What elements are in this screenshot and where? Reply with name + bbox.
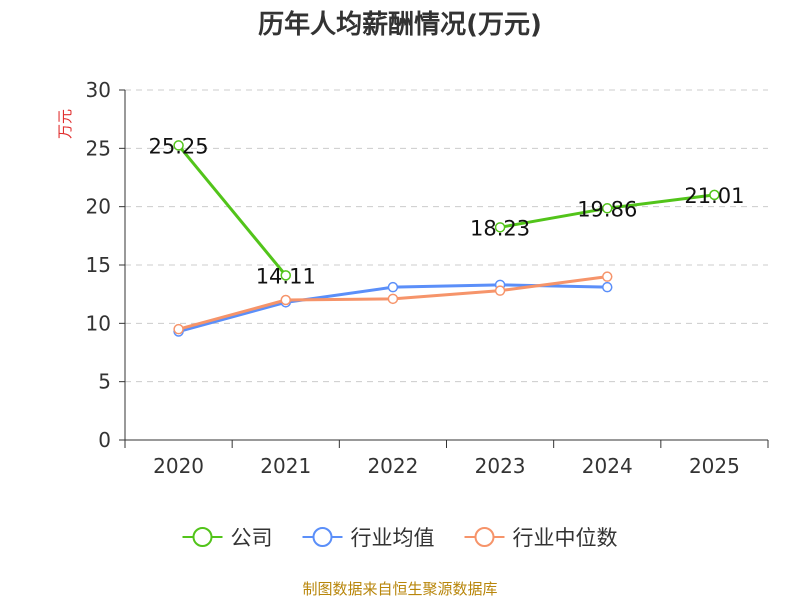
grid-lines: [125, 89, 768, 383]
data-point: [602, 281, 613, 293]
data-point: [280, 270, 291, 281]
data-point: [709, 189, 720, 201]
chart-title: 历年人均薪酬情况(万元): [258, 10, 542, 40]
data-labels: 25.25 14.11 18.23 19.86 21.01: [149, 134, 745, 288]
legend: 公司 行业均值 行业中位数: [182, 526, 618, 550]
data-point: [173, 140, 184, 151]
x-tick-label: 2025: [689, 454, 740, 478]
data-point: [602, 271, 613, 282]
series-line: [177, 144, 287, 277]
data-point: [387, 293, 399, 305]
data-point: [494, 285, 506, 296]
legend-marker[interactable]: [192, 527, 213, 547]
legend-label[interactable]: 行业均值: [351, 526, 435, 550]
y-tick-label: 0: [98, 428, 111, 452]
legend-marker[interactable]: [474, 527, 495, 547]
y-tick-label: 5: [98, 370, 111, 394]
x-tick-label: 2022: [367, 454, 418, 478]
x-tick-label: 2021: [260, 454, 311, 478]
y-tick-label: 30: [86, 78, 111, 102]
source-note: 制图数据来自恒生聚源数据库: [302, 580, 498, 598]
data-label: 18.23: [470, 216, 530, 240]
data-label: 21.01: [684, 184, 744, 208]
x-tick-label: 2024: [582, 454, 633, 478]
legend-marker[interactable]: [312, 527, 333, 547]
data-label: 14.11: [256, 264, 316, 288]
legend-label[interactable]: 公司: [231, 526, 273, 550]
legend-label[interactable]: 行业中位数: [513, 526, 618, 550]
y-tick-label: 10: [86, 311, 111, 335]
data-point: [280, 294, 291, 306]
data-point: [387, 281, 399, 293]
y-tick-label: 15: [86, 253, 111, 277]
data-label: 25.25: [149, 134, 209, 158]
data-point: [494, 222, 506, 233]
y-tick-label: 25: [86, 136, 111, 160]
data-point: [602, 203, 613, 214]
data-point: [173, 323, 184, 335]
y-tick-label: 20: [86, 195, 111, 219]
x-tick-label: 2023: [475, 454, 526, 478]
y-axis-label: 万元: [56, 109, 74, 139]
x-tick-label: 2020: [153, 454, 204, 478]
series-layer: [173, 140, 720, 337]
data-label: 19.86: [577, 197, 637, 221]
